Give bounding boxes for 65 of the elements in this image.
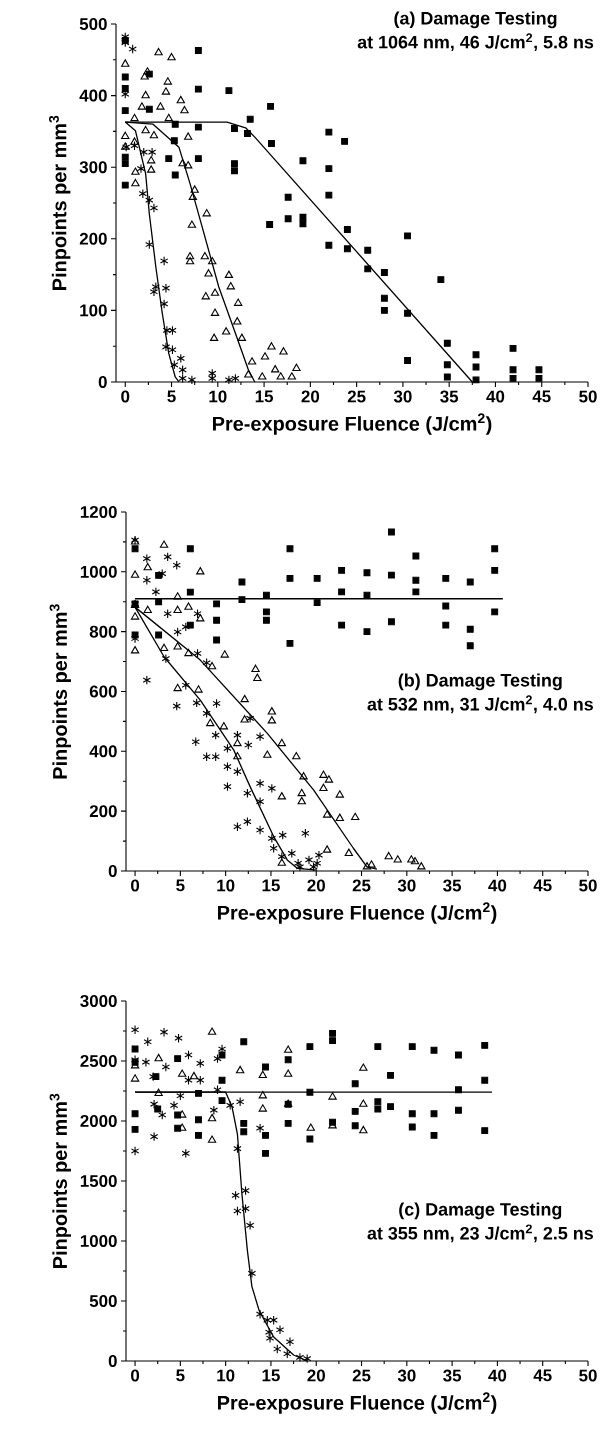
x-tick-label: 40 [488, 879, 507, 892]
x-axis-title: Pre-exposure Fluence (J/cm$^{2}$) [218, 1392, 497, 1414]
x-tick-label: 30 [397, 1369, 416, 1382]
x-tick-label: 45 [532, 390, 551, 403]
y-tick-label: 400 [89, 745, 117, 758]
y-tick-label: 2500 [80, 1055, 117, 1067]
y-tick-label: 400 [79, 89, 107, 102]
x-tick-label: 10 [217, 1369, 235, 1382]
x-tick-label: 20 [307, 1369, 325, 1382]
text: (b) Damage Testing [398, 673, 562, 691]
y-tick-label: 1000 [80, 1235, 117, 1247]
x-tick-label: 0 [131, 1369, 140, 1382]
x-tick-label: 35 [440, 390, 459, 403]
x-tick-label: 20 [307, 879, 325, 892]
text: at 532 nm, 31 J/cm$^{2}$, 4.0 ns [367, 695, 593, 714]
x-tick-label: 5 [167, 390, 176, 403]
chart-title: (a) Damage Testing [394, 11, 557, 29]
y-tick-label: 800 [89, 625, 117, 638]
x-tick-label: 40 [488, 1369, 507, 1382]
y-tick-label: 300 [79, 161, 107, 174]
x-tick-label: 20 [301, 390, 320, 403]
x-tick-label: 35 [443, 879, 462, 892]
x-tick-label: 30 [393, 390, 412, 403]
x-tick-label: 30 [397, 879, 416, 892]
x-tick-label: 50 [579, 390, 597, 403]
x-tick-label: 50 [579, 1369, 597, 1382]
text: at 355 nm, 23 J/cm$^{2}$, 2.5 ns [367, 1224, 593, 1243]
y-tick-label: 1500 [80, 1175, 117, 1187]
y-tick-label: 100 [80, 304, 107, 317]
y-tick-label: 600 [89, 685, 117, 698]
x-tick-label: 25 [352, 879, 371, 892]
y-tick-label: 200 [79, 232, 107, 245]
y-axis-title: Pinpoints per mm$^{3}$ [49, 1093, 71, 1268]
x-tick-label: 50 [579, 879, 597, 892]
x-tick-label: 35 [443, 1369, 462, 1382]
x-tick-label: 45 [533, 879, 552, 892]
y-tick-label: 1000 [80, 565, 117, 578]
x-tick-label: 0 [131, 879, 140, 892]
x-tick-label: 10 [209, 390, 227, 403]
x-tick-label: 15 [262, 879, 280, 892]
y-tick-label: 0 [108, 1355, 117, 1367]
y-tick-label: 2000 [80, 1115, 117, 1127]
y-tick-label: 200 [89, 805, 117, 818]
x-tick-label: 45 [533, 1369, 552, 1382]
x-tick-label: 25 [347, 390, 366, 403]
x-tick-label: 15 [255, 390, 274, 403]
x-tick-label: 15 [262, 1369, 280, 1382]
x-tick-label: 5 [176, 1369, 185, 1382]
x-axis-title: Pre-exposure Fluence (J/cm$^{2}$) [213, 413, 492, 435]
y-tick-label: 3000 [80, 994, 117, 1007]
x-tick-label: 5 [176, 879, 185, 892]
y-axis-title: Pinpoints per mm$^{3}$ [49, 604, 71, 779]
x-tick-label: 40 [486, 390, 505, 403]
y-tick-label: 1200 [80, 505, 117, 518]
x-axis-title: Pre-exposure Fluence (J/cm$^{2}$) [218, 902, 497, 924]
y-tick-label: 500 [89, 1295, 117, 1307]
y-tick-label: 0 [108, 865, 117, 877]
text: (c) Damage Testing [399, 1202, 562, 1220]
x-tick-label: 25 [352, 1369, 371, 1382]
y-tick-label: 500 [79, 17, 107, 30]
y-axis-title: Pinpoints per mm$^{3}$ [49, 115, 71, 290]
y-tick-label: 0 [98, 375, 107, 388]
x-tick-label: 10 [217, 879, 235, 892]
text: at 1064 nm, 46 J/cm$^{2}$, 5.8 ns [357, 33, 594, 52]
x-tick-label: 0 [121, 390, 130, 403]
